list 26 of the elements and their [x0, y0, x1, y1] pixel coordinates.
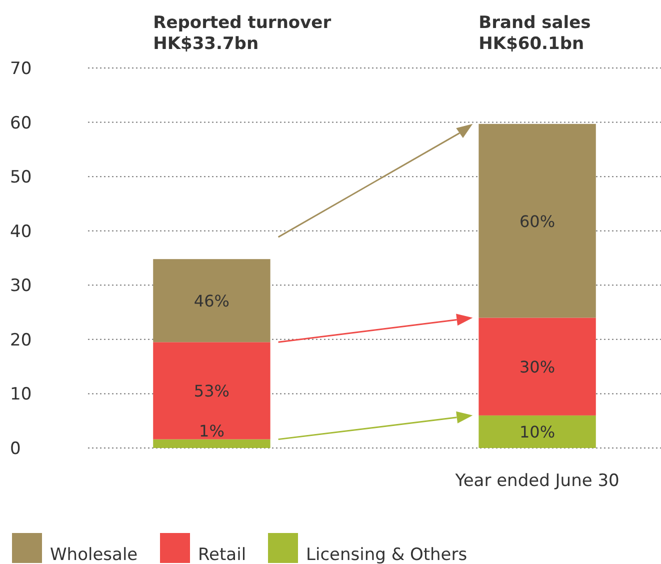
annotation: 30%	[520, 358, 556, 377]
y-tick-label: 0	[10, 439, 21, 459]
x-axis-title: Year ended June 30	[454, 471, 620, 491]
y-tick-label: 10	[10, 384, 32, 405]
y-tick-label: 40	[10, 222, 32, 242]
bar	[478, 124, 596, 318]
legend-label: Retail	[198, 545, 246, 564]
annotation: 53%	[194, 382, 230, 401]
x-tick-label: Reported turnover HK$33.7bn	[153, 13, 332, 54]
annotation: 1%	[199, 421, 224, 440]
bar	[478, 318, 596, 416]
bar	[153, 259, 270, 342]
annotation: 10%	[520, 422, 556, 442]
annotation: 60%	[520, 212, 556, 231]
y-tick-label: 70	[10, 59, 32, 79]
bar	[153, 439, 270, 448]
y-tick-label: 30	[10, 276, 32, 296]
y-tick-label: 50	[10, 168, 32, 188]
x-tick-label: Brand sales HK$60.1bn	[478, 13, 591, 54]
legend-label: Licensing & Others	[306, 545, 468, 564]
y-tick-label: 20	[10, 330, 32, 350]
legend-label: Wholesale	[50, 545, 138, 564]
y-tick-label: 60	[10, 113, 32, 134]
bar	[153, 342, 270, 440]
bar	[478, 415, 596, 448]
annotation: 46%	[194, 292, 230, 311]
